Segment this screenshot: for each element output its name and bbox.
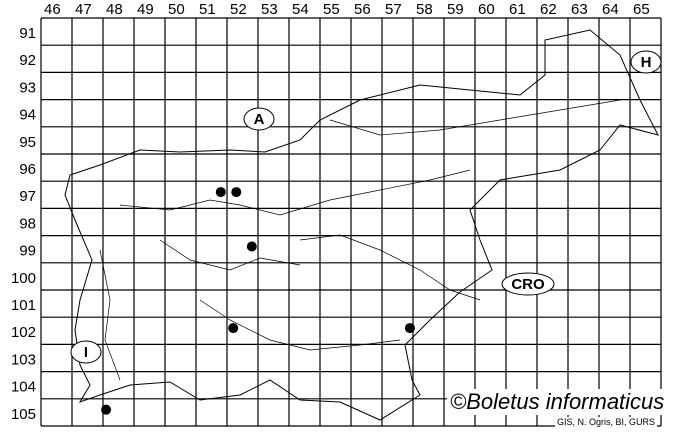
country-label-croatia: CRO (511, 276, 545, 293)
row-label: 97 (19, 188, 36, 205)
row-label: 102 (11, 324, 36, 341)
country-label-oval (70, 340, 102, 364)
column-label: 51 (199, 1, 216, 18)
column-label: 47 (75, 1, 92, 18)
country-label-oval (501, 272, 555, 296)
column-label: 52 (230, 1, 247, 18)
row-label: 94 (19, 107, 36, 124)
grid (40, 17, 662, 427)
country-label-oval (243, 107, 275, 131)
column-label: 59 (447, 1, 464, 18)
record-dot (101, 404, 112, 415)
column-label: 56 (354, 1, 371, 18)
row-label: 91 (19, 25, 36, 42)
country-label-hungary: H (641, 54, 652, 71)
row-label: 101 (11, 297, 36, 314)
row-label: 96 (19, 161, 36, 178)
row-label: 103 (11, 351, 36, 368)
river (199, 299, 401, 351)
country-label-italy: I (84, 344, 88, 361)
river (329, 99, 621, 136)
record-dot (404, 323, 415, 334)
column-label: 57 (385, 1, 402, 18)
row-label: 95 (19, 134, 36, 151)
column-label: 60 (478, 1, 495, 18)
country-border (64, 29, 659, 421)
column-label: 65 (633, 1, 650, 18)
river (159, 239, 301, 271)
country-label-austria: A (254, 111, 265, 128)
record-dot (228, 323, 239, 334)
country-label-oval (630, 50, 662, 74)
credit-text: ©Boletus informaticus (447, 389, 668, 415)
column-label: 64 (602, 1, 619, 18)
column-label: 48 (106, 1, 123, 18)
column-label: 58 (416, 1, 433, 18)
records (101, 187, 415, 415)
row-label: 93 (19, 79, 36, 96)
column-label: 54 (292, 1, 309, 18)
column-label: 50 (168, 1, 185, 18)
column-label: 46 (44, 1, 61, 18)
column-label: 49 (137, 1, 154, 18)
column-label: 61 (509, 1, 526, 18)
country-labels: A H CRO I (70, 50, 662, 364)
column-label: 63 (571, 1, 588, 18)
river (99, 249, 121, 381)
record-dot (231, 187, 242, 198)
record-dot (246, 241, 257, 252)
rivers (99, 99, 621, 381)
row-label: 100 (11, 270, 36, 287)
column-label: 62 (540, 1, 557, 18)
row-label: 98 (19, 215, 36, 232)
column-label: 53 (261, 1, 278, 18)
row-label: 92 (19, 52, 36, 69)
column-label: 55 (323, 1, 340, 18)
record-dot (215, 187, 226, 198)
row-label: 99 (19, 243, 36, 260)
source-text: GIS, N. Ogris, BI, GURS (555, 417, 658, 428)
row-labels: 91 92 93 94 95 96 97 98 99 100 101 102 103 104 105 (11, 25, 36, 423)
river (299, 234, 481, 301)
river (119, 169, 471, 216)
row-label: 104 (11, 379, 36, 396)
row-label: 105 (11, 406, 36, 423)
column-labels: 46 47 48 49 50 51 52 53 54 55 56 57 58 59 60 61 62 63 64 65 (44, 1, 650, 18)
